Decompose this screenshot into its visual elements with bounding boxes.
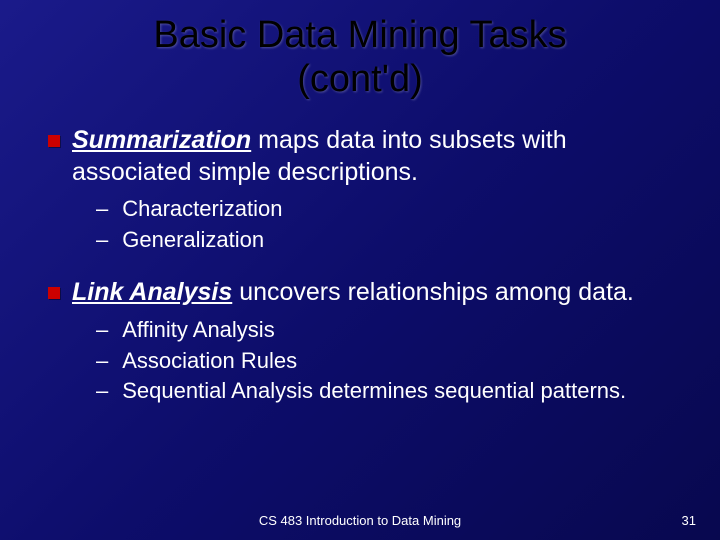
sub-item-text: Affinity Analysis [122, 315, 274, 346]
sub-item-text: Association Rules [122, 346, 297, 377]
slide: Basic Data Mining Tasks (cont'd) Summari… [0, 0, 720, 540]
bullet-rest: uncovers relationships among data. [232, 278, 634, 306]
sub-item: – Sequential Analysis determines sequent… [96, 376, 672, 407]
sub-item: – Characterization [96, 194, 672, 225]
sub-item: – Generalization [96, 225, 672, 256]
title-line-2: (cont'd) [297, 58, 423, 100]
bullet-text: Link Analysis uncovers relationships amo… [72, 277, 672, 308]
sub-item: – Affinity Analysis [96, 315, 672, 346]
sub-list: – Affinity Analysis – Association Rules … [48, 315, 672, 407]
dash-icon: – [96, 376, 108, 407]
bullet-item: Summarization maps data into subsets wit… [48, 125, 672, 188]
dash-icon: – [96, 315, 108, 346]
sub-list: – Characterization – Generalization [48, 194, 672, 256]
footer-text: CS 483 Introduction to Data Mining [0, 513, 720, 528]
square-bullet-icon [48, 287, 60, 299]
square-bullet-icon [48, 135, 60, 147]
bullet-lead: Summarization [72, 126, 251, 154]
dash-icon: – [96, 225, 108, 256]
dash-icon: – [96, 194, 108, 225]
bullet-item: Link Analysis uncovers relationships amo… [48, 277, 672, 308]
title-line-1: Basic Data Mining Tasks [153, 14, 566, 56]
sub-item-text: Characterization [122, 194, 282, 225]
bullet-lead: Link Analysis [72, 278, 232, 306]
page-number: 31 [682, 513, 696, 528]
sub-item: – Association Rules [96, 346, 672, 377]
bullet-text: Summarization maps data into subsets wit… [72, 125, 672, 188]
sub-item-text: Sequential Analysis determines sequentia… [122, 376, 626, 407]
slide-title: Basic Data Mining Tasks (cont'd) [0, 0, 720, 101]
dash-icon: – [96, 346, 108, 377]
slide-content: Summarization maps data into subsets wit… [0, 101, 720, 407]
sub-item-text: Generalization [122, 225, 264, 256]
